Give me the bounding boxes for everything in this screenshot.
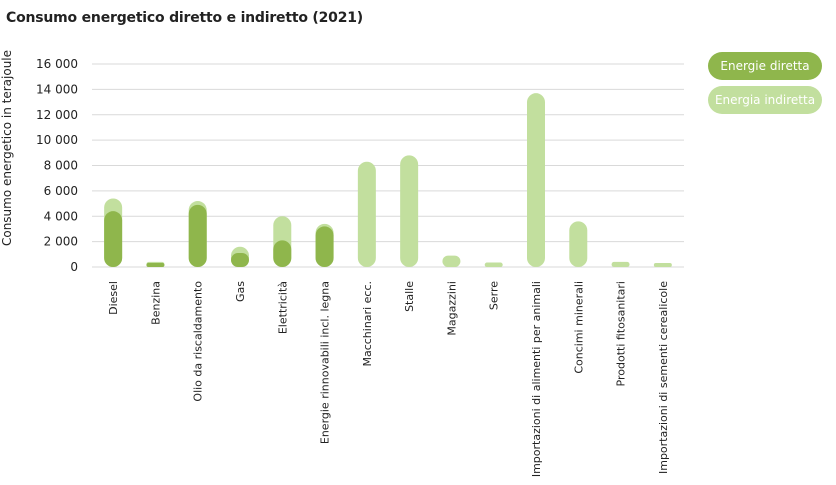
y-tick-label: 12 000 <box>36 108 78 122</box>
x-tick-label: Energie rinnovabili incl. legna <box>319 281 332 444</box>
y-tick-label: 0 <box>70 260 78 274</box>
y-tick-label: 14 000 <box>36 82 78 96</box>
x-tick-labels: Diesel Benzina Olio da riscaldamento Gas Ele… <box>107 281 670 477</box>
bar-direct <box>231 253 249 267</box>
bar-indirect <box>653 263 672 267</box>
x-tick-label: Stalle <box>403 281 416 312</box>
gridlines <box>92 63 684 268</box>
legend-item-indirect: Energia indiretta <box>708 86 822 114</box>
y-tick-label: 16 000 <box>36 57 78 71</box>
y-axis-label: Consumo energetico in terajoule <box>0 50 14 246</box>
y-tick-labels: 0 2 000 4 000 6 000 8 000 10 000 12 000 14 000 1… <box>36 57 78 274</box>
bar-indirect <box>442 255 461 267</box>
legend-item-direct: Energie diretta <box>708 52 822 80</box>
x-tick-label: Magazzini <box>445 281 458 336</box>
x-tick-label: Macchinari ecc. <box>361 281 374 367</box>
y-tick-label: 6 000 <box>44 184 78 198</box>
x-tick-label: Benzina <box>149 281 162 325</box>
x-tick-label: Serre <box>488 281 501 310</box>
x-tick-label: Concimi minerali <box>572 281 585 374</box>
x-tick-label: Elettricità <box>276 281 289 334</box>
y-tick-label: 2 000 <box>44 235 78 249</box>
bar-indirect <box>527 93 545 268</box>
x-tick-label: Olio da riscaldamento <box>192 281 205 402</box>
bar-indirect <box>569 221 588 267</box>
y-tick-label: 8 000 <box>44 159 78 173</box>
bar-indirect <box>357 161 376 267</box>
bar-indirect <box>484 262 503 267</box>
x-tick-label: Gas <box>234 281 247 302</box>
x-tick-label: Prodotti fitosanitari <box>615 281 628 386</box>
bar-direct <box>104 211 123 267</box>
bar-direct <box>315 226 334 267</box>
bars <box>104 93 672 268</box>
bar-indirect <box>611 261 630 267</box>
x-tick-label: Diesel <box>107 281 120 315</box>
bar-indirect <box>400 155 419 267</box>
chart-title: Consumo energetico diretto e indiretto (… <box>6 10 363 26</box>
y-tick-label: 4 000 <box>44 209 78 223</box>
bar-direct <box>273 240 292 267</box>
y-tick-label: 10 000 <box>36 133 78 147</box>
x-tick-label: Importazioni di alimenti per animali <box>530 281 543 477</box>
bar-direct <box>146 263 165 267</box>
x-tick-label: Importazioni di sementi cerealicole <box>657 281 670 474</box>
bar-direct <box>188 204 207 267</box>
